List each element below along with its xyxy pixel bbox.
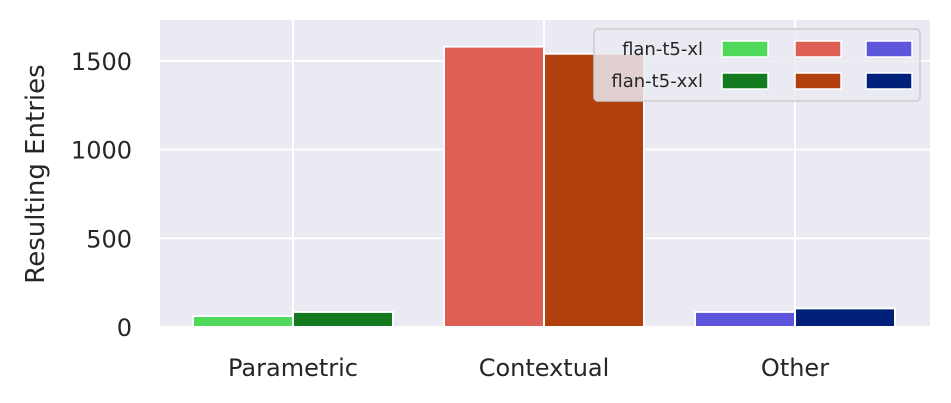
legend-swatch (794, 72, 842, 90)
y-tick-label: 500 (86, 225, 132, 253)
bar-flan-t5-xl-contextual (443, 45, 545, 328)
legend-swatch (721, 72, 769, 90)
x-tick-labels: Parametric Contextual Other (228, 354, 829, 382)
bar-flan-t5-xl-parametric (192, 314, 294, 328)
y-tick-label: 1500 (71, 48, 132, 76)
legend-swatch (865, 40, 913, 58)
y-tick-labels: 0 500 1000 1500 (71, 48, 132, 342)
bar-flan-t5-xxl-parametric (292, 310, 394, 329)
x-tick-label: Other (761, 354, 829, 382)
legend-swatch (865, 72, 913, 90)
legend: flan-t5-xl flan-t5-xxl (593, 28, 921, 102)
y-tick-label: 1000 (71, 137, 132, 165)
y-tick-label: 0 (117, 314, 132, 342)
x-tick-label: Contextual (479, 354, 610, 382)
bar-flan-t5-xl-other (694, 310, 796, 329)
legend-swatch (721, 40, 769, 58)
legend-label: flan-t5-xl (622, 39, 703, 60)
legend-swatch (794, 40, 842, 58)
y-axis-label: Resulting Entries (21, 64, 51, 283)
legend-label: flan-t5-xxl (611, 71, 703, 92)
bar-flan-t5-xxl-other (794, 307, 896, 329)
x-tick-label: Parametric (228, 354, 358, 382)
